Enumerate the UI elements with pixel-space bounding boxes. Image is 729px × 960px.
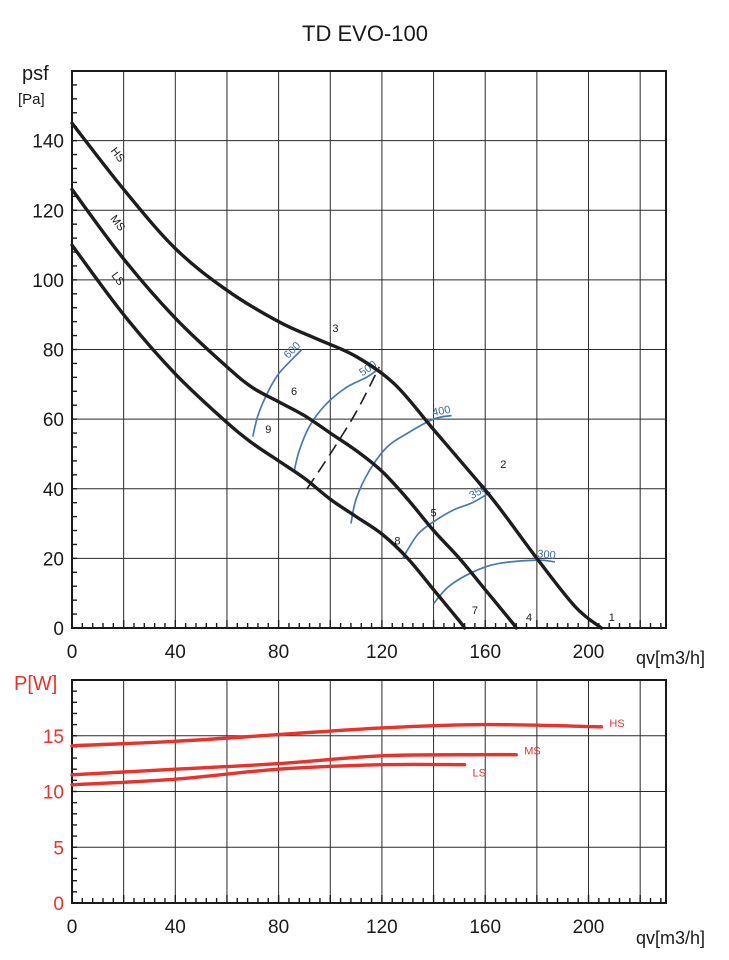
iso-line-label: 400 [431, 404, 451, 419]
iso-line-350 [401, 491, 491, 559]
y-tick-label: 60 [43, 410, 64, 431]
fan-curve-ls [70, 243, 467, 630]
y-tick-label: 140 [32, 132, 64, 153]
operating-point-label: 8 [394, 535, 400, 547]
y-tick-label: 5 [53, 838, 64, 859]
power-plot-grid [71, 679, 667, 904]
iso-line-label: 600 [282, 340, 303, 361]
power-curve-label: MS [524, 746, 541, 758]
y-tick-label: 0 [53, 894, 64, 915]
x-tick-label: 40 [165, 642, 186, 663]
x-tick-label: 160 [469, 917, 501, 938]
power-y-tick-labels: 0 5 10 15 [43, 727, 64, 915]
iso-line-label: 300 [537, 548, 556, 562]
operating-point-label: 3 [332, 323, 338, 335]
fan-curve-hs [70, 121, 604, 630]
y-tick-label: 120 [32, 201, 64, 222]
x-tick-label: 200 [573, 917, 605, 938]
x-tick-label: 0 [67, 917, 78, 938]
pressure-axis-label: psf [22, 63, 49, 85]
power-x-tick-labels: 0 40 80 120 160 200 [67, 917, 605, 938]
iso-line-500 [293, 369, 378, 472]
pressure-x-axis-label: qv[m3/h] [636, 648, 705, 668]
fan-curve-label: MS [108, 213, 127, 233]
pressure-plot-minor-ticks [71, 70, 662, 629]
power-axis-label: P[W] [14, 673, 57, 695]
iso-line-600 [251, 348, 303, 437]
x-tick-label: 80 [268, 917, 289, 938]
y-tick-label: 80 [43, 341, 64, 362]
pressure-plot-grid [71, 70, 667, 629]
x-tick-label: 40 [165, 917, 186, 938]
power-x-axis-label: qv[m3/h] [636, 928, 705, 948]
power-plot-minor-ticks [71, 679, 662, 904]
power-curves: HS MS LS [70, 718, 625, 787]
y-tick-label: 40 [43, 480, 64, 501]
operating-point-labels: 1 2 3 4 5 6 7 8 9 [265, 323, 615, 624]
iso-line-400 [350, 414, 452, 524]
power-curve-ms [70, 752, 518, 777]
x-tick-label: 0 [67, 642, 78, 663]
operating-point-label: 6 [291, 386, 297, 398]
operating-point-label: 7 [472, 605, 478, 617]
fan-curve-ms [70, 187, 518, 630]
y-tick-label: 10 [43, 783, 64, 804]
x-tick-label: 120 [366, 917, 398, 938]
x-tick-label: 120 [366, 642, 398, 663]
y-tick-label: 100 [32, 271, 64, 292]
power-curve-label: HS [609, 718, 624, 730]
y-tick-label: 20 [43, 549, 64, 570]
pressure-axis-unit: [Pa] [18, 91, 45, 108]
pressure-y-tick-labels: 0 20 40 60 80 100 120 140 [32, 132, 64, 640]
power-curve-ls [70, 762, 467, 787]
power-curve-label: LS [473, 768, 486, 780]
x-tick-label: 160 [469, 642, 501, 663]
y-tick-label: 0 [53, 619, 64, 640]
chart-title: TD EVO-100 [302, 21, 428, 46]
operating-point-label: 1 [609, 612, 615, 624]
x-tick-label: 200 [573, 642, 605, 663]
operating-point-label: 9 [265, 424, 271, 436]
operating-point-label: 4 [526, 612, 532, 624]
iso-line-dashed [306, 366, 381, 490]
pressure-x-tick-labels: 0 40 80 120 160 200 [67, 642, 605, 663]
x-tick-label: 80 [268, 642, 289, 663]
y-tick-label: 15 [43, 727, 64, 748]
power-curve-hs [70, 722, 604, 748]
operating-point-label: 2 [500, 459, 506, 471]
operating-point-label: 5 [431, 508, 437, 520]
